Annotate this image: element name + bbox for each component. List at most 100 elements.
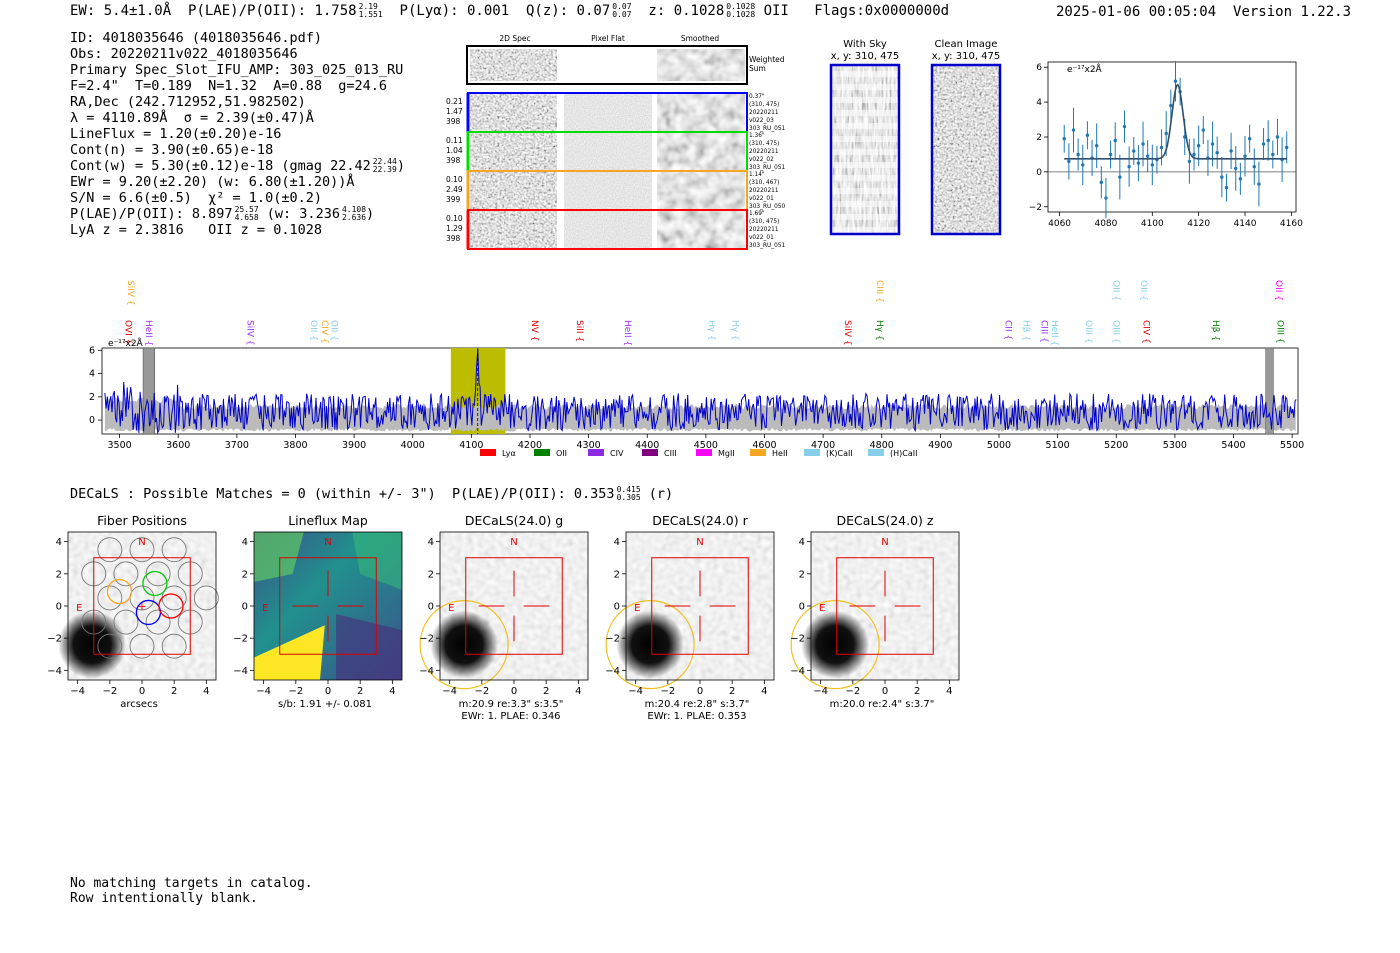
- zoom-ylabel: e⁻¹⁷x2Å: [1067, 63, 1103, 75]
- line-label-high: OII {: [1273, 280, 1283, 301]
- decals-title: DECaLS : Possible Matches = 0 (within +/…: [70, 486, 615, 502]
- thumb-xtick-label: 2: [171, 686, 177, 697]
- row-weight-2: 2.49: [446, 185, 463, 194]
- col-header-2dspec: 2D Spec: [499, 34, 530, 43]
- full-ylabel: e⁻¹⁷x2Å: [108, 337, 144, 349]
- info-fiber: F=2.4" T=0.189 N=1.32 A=0.88 g=24.6: [70, 78, 387, 94]
- zoom-data-point: [1094, 144, 1099, 148]
- thumb-caption: m:20.4 re:2.8" s:3.7": [645, 699, 750, 710]
- clean-image: [932, 65, 1000, 234]
- thumb-xtick-label: 2: [729, 686, 735, 697]
- decals-plae-range: 0.415 0.305: [616, 485, 641, 502]
- full-masked-region: [1265, 347, 1274, 435]
- row-info-2: (310, 467): [749, 180, 779, 186]
- line-label-low: OII {: [308, 320, 318, 341]
- aperture-ellipse: [790, 600, 880, 690]
- row-info-1: 1.69": [749, 211, 765, 217]
- line-label-high: OII {: [1138, 280, 1148, 301]
- row-info-5: 303_RU_050: [749, 204, 786, 210]
- fiber-circle: [97, 537, 123, 563]
- zoom-data-point: [1220, 175, 1224, 179]
- zoom-ytick-label: 4: [1036, 98, 1042, 108]
- full-xtick-label: 5200: [1104, 440, 1128, 451]
- fiber-circle: [97, 585, 123, 611]
- row-info-2: (310, 475): [749, 219, 779, 225]
- full-xtick-label: 3600: [166, 440, 190, 451]
- full-ytick-label: 6: [89, 345, 95, 356]
- full-spectrum-chart: OVI {HeII {SiIV {OII {CIV {OII {NV {SiII…: [89, 280, 1304, 458]
- zoom-ytick-label: −2: [1029, 203, 1042, 213]
- thumb-panels: Fiber Positions + N E −4 −4 −2 −2 0 0 2 2 4 4 arcsecs L…: [47, 513, 960, 722]
- qz-value: Q(z): 0.07: [525, 3, 611, 19]
- line-label-low: Hγ {: [706, 320, 716, 341]
- zoom-data-point: [1257, 182, 1261, 186]
- line-label-low: Hγ {: [874, 320, 884, 341]
- line-label-low: Hγ {: [729, 320, 739, 341]
- timestamp: 2025-01-06 00:05:04: [1056, 4, 1217, 20]
- full-xtick-label: 4300: [577, 440, 601, 451]
- row-weight-3: 399: [446, 195, 461, 204]
- info-obs: Obs: 20220211v022_4018035646: [70, 46, 298, 62]
- full-ytick-label: 0: [89, 415, 95, 426]
- row-weight-1: 0.11: [446, 136, 463, 145]
- clean-image-frame: [930, 63, 1002, 236]
- row-info-5: 303_RU_051: [749, 126, 786, 132]
- thumb-xtick-label: −4: [442, 686, 457, 697]
- row-info-3: 20220211: [749, 149, 779, 155]
- legend-label: HeII: [772, 449, 788, 458]
- ew-value: EW: 5.4±1.0Å: [70, 3, 172, 19]
- zoom-data-point: [1118, 175, 1122, 179]
- thumb-xtick-label: 4: [389, 686, 395, 697]
- full-ytick-label: 2: [89, 392, 95, 403]
- thumb-xtick-label: −2: [288, 686, 303, 697]
- full-xtick-label: 3800: [283, 440, 307, 451]
- row-2dspec-image: [470, 133, 557, 170]
- row-info-2: (310, 475): [749, 141, 779, 147]
- thumb-xtick-label: −4: [628, 686, 643, 697]
- row-info-1: 1.14": [749, 172, 765, 178]
- thumb-title: Lineflux Map: [288, 513, 368, 528]
- full-ytick-label: 4: [89, 369, 95, 380]
- line-label-low: CIII {: [1038, 320, 1048, 343]
- thumb-ytick-label: 0: [799, 602, 805, 613]
- search-box: [836, 557, 934, 655]
- thumb-xtick-label: −4: [256, 686, 271, 697]
- north-label: N: [881, 537, 888, 548]
- zoom-data-point: [1071, 128, 1076, 132]
- row-smoothed-image: [657, 172, 745, 209]
- line-label-low: OIII {: [1110, 320, 1120, 344]
- thumb-title: DECaLS(24.0) r: [652, 513, 748, 528]
- col-header-smoothed: Smoothed: [681, 34, 720, 43]
- info-lambda: λ = 4110.89Å σ = 2.39(±0.47)Å: [70, 110, 314, 126]
- fiber-circle: [129, 537, 155, 563]
- catalog-footer: No matching targets in catalog. Row inte…: [70, 876, 313, 906]
- lineflux-region: [336, 614, 402, 680]
- zoom-data-point: [1266, 138, 1270, 143]
- north-label: N: [510, 537, 517, 548]
- z-range: 0.1028 0.1028: [726, 2, 756, 19]
- full-xtick-label: 4000: [401, 440, 425, 451]
- legend-swatch: [750, 449, 766, 456]
- full-xtick-label: 4200: [518, 440, 542, 451]
- thumb-panel-1: Fiber Positions + N E −4 −4 −2 −2 0 0 2 2 4 4 arcsecs: [47, 513, 219, 710]
- zoom-data-point: [1201, 128, 1205, 132]
- info-plae: P(LAE)/P(OII): 8.897 25.57 4.658 (w: 3.236…: [70, 205, 375, 223]
- search-box: [651, 557, 749, 655]
- zoom-data-point: [1173, 79, 1178, 83]
- weighted-smoothed-image: [657, 49, 745, 81]
- thumb-ytick-label: −2: [790, 634, 805, 645]
- zoom-xtick-label: 4140: [1234, 219, 1257, 229]
- legend-label: (H)CaII: [890, 449, 917, 458]
- thumb-xtick-label: −4: [813, 686, 828, 697]
- legend-label: CIII: [664, 449, 677, 458]
- row-smoothed-image: [657, 211, 745, 248]
- zoom-data-point: [1229, 149, 1233, 153]
- timestamp-version: 2025-01-06 00:05:04 Version 1.22.3: [1056, 4, 1351, 20]
- thumb-xtick-label: 0: [697, 686, 703, 697]
- zoom-data-point: [1136, 161, 1141, 165]
- thumb-ytick-label: 4: [242, 537, 248, 548]
- row-pixelflat-image: [564, 94, 652, 131]
- full-xtick-label: 3900: [342, 440, 366, 451]
